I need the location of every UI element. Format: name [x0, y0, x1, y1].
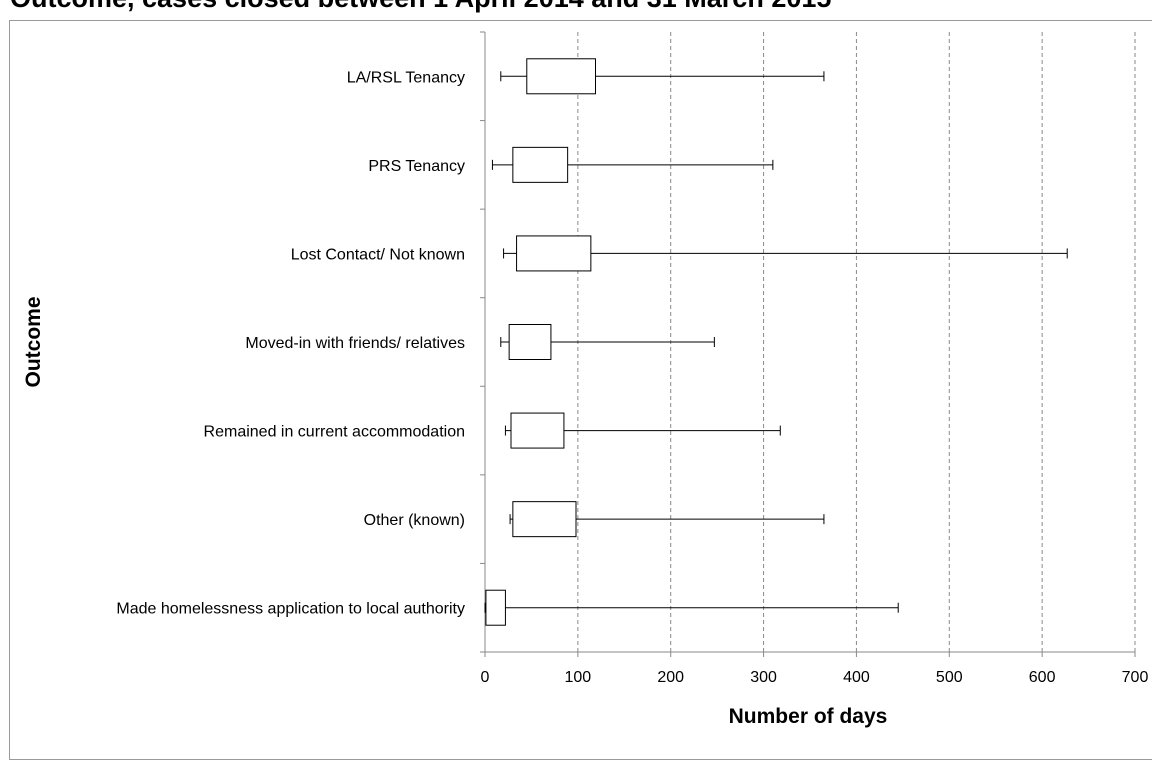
- category-label: Made homelessness application to local a…: [116, 601, 465, 618]
- category-label: Moved-in with friends/ relatives: [245, 335, 465, 352]
- x-tick-label: 200: [657, 669, 684, 686]
- box-7: [484, 589, 899, 626]
- x-tick-label: 300: [750, 669, 777, 686]
- y-axis-label: Outcome: [22, 296, 45, 387]
- x-tick-label: 400: [843, 669, 870, 686]
- x-axis-label: Number of days: [729, 705, 888, 728]
- box-rect: [512, 146, 569, 183]
- category-label: Other (known): [364, 512, 465, 529]
- category-label: PRS Tenancy: [368, 158, 465, 175]
- box-rect: [516, 235, 592, 272]
- box-rect: [485, 589, 506, 626]
- box-6: [509, 501, 825, 538]
- x-tick-label: 500: [936, 669, 963, 686]
- box-4: [500, 324, 715, 360]
- box-2: [491, 146, 774, 183]
- category-label: Lost Contact/ Not known: [291, 246, 465, 263]
- chart-title: Outcome, cases closed between 1 April 20…: [0, 0, 1152, 18]
- box-series: [484, 58, 1068, 626]
- x-tick-label: 0: [481, 669, 490, 686]
- box-rect: [510, 412, 565, 449]
- box-rect: [526, 58, 596, 95]
- tick-labels: 0 100 200 300 400 500 600 700 LA/RSL Tenancy PRS …: [116, 69, 1148, 686]
- box-3: [503, 235, 1068, 272]
- box-rect: [512, 501, 577, 538]
- axes: [480, 31, 1136, 657]
- x-tick-label: 100: [565, 669, 592, 686]
- box-1: [500, 58, 825, 95]
- category-label: LA/RSL Tenancy: [347, 69, 465, 86]
- category-label: Remained in current accommodation: [204, 424, 465, 441]
- x-tick-label: 700: [1122, 669, 1149, 686]
- box-rect: [508, 324, 552, 360]
- x-tick-label: 600: [1029, 669, 1056, 686]
- box-5: [504, 412, 781, 449]
